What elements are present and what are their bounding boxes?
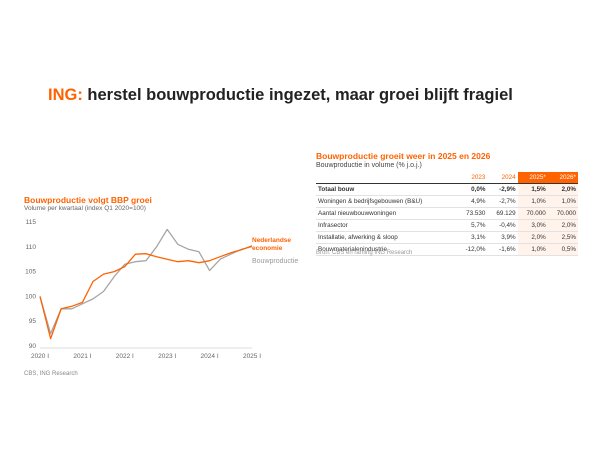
table-row: Aantal nieuwbouwwoningen 73.530 69.129 7…	[316, 207, 578, 220]
cell-value: 1,5%	[517, 183, 548, 196]
header-label	[316, 172, 456, 184]
table-source: Bron: CBS en raming ING Research	[316, 250, 413, 256]
table-header-row: 2023 2024 2025* 2026*	[316, 172, 578, 184]
cell-value: -0,4%	[487, 219, 518, 232]
cell-value: 0,5%	[547, 243, 578, 256]
forecast-table: 2023 2024 2025* 2026* Totaal bouw 0,0% -…	[316, 172, 578, 256]
y-tick-label: 115	[26, 219, 37, 226]
x-tick-label: 2022 I	[116, 353, 134, 360]
series-line-nederlandse-economie	[39, 245, 253, 340]
table-row: Woningen & bedrijfsgebouwen (B&U) 4,9% -…	[316, 195, 578, 208]
cell-value: 70.000	[517, 207, 548, 220]
row-label: Aantal nieuwbouwwoningen	[316, 207, 457, 220]
row-label: Woningen & bedrijfsgebouwen (B&U)	[316, 195, 457, 208]
y-tick-label: 95	[29, 318, 37, 325]
table-title: Bouwproductie groeit weer in 2025 en 202…	[316, 151, 491, 161]
header-2026: 2026*	[547, 172, 578, 184]
y-tick-label: 105	[25, 269, 36, 276]
cell-value: 3,1%	[456, 231, 488, 244]
x-tick-label: 2023 I	[158, 353, 176, 360]
headline-brand: ING:	[48, 86, 83, 104]
cell-value: 70.000	[547, 207, 578, 220]
row-label: Bouwmaterialenindustrie	[316, 243, 457, 256]
line-chart: 90 95 100 105 110 115 2020 I 2021 I 2022 I 2023 I…	[25, 219, 298, 360]
cell-value: -1,6%	[487, 243, 518, 256]
series-line-bouwproductie	[39, 228, 253, 335]
series-label-nederlandse-economie: Nederlandse economie	[252, 237, 291, 252]
cell-value: 2,0%	[547, 183, 578, 196]
chart-title: Bouwproductie volgt BBP groei	[24, 195, 152, 205]
cell-value: 3,9%	[487, 231, 518, 244]
y-tick-label: 100	[25, 293, 36, 300]
cell-value: 1,0%	[517, 195, 548, 208]
header-2024: 2024	[487, 172, 518, 184]
x-tick-label: 2024 I	[201, 353, 219, 360]
table-row: Installatie, afwerking & sloop 3,1% 3,9%…	[316, 231, 578, 244]
table-subtitle: Bouwproductie in volume (% j.o.j.)	[316, 162, 422, 169]
cell-value: 4,9%	[456, 195, 488, 208]
header-2023: 2023	[456, 172, 488, 184]
x-tick-label: 2020 I	[31, 353, 49, 360]
row-label: Installatie, afwerking & sloop	[316, 231, 457, 244]
cell-value: 1,0%	[547, 195, 578, 208]
table-row: Infrasector 5,7% -0,4% 3,0% 2,0%	[316, 219, 578, 232]
cell-value: 2,0%	[547, 219, 578, 232]
table-row: Totaal bouw 0,0% -2,9% 1,5% 2,0%	[316, 183, 578, 196]
header-2025: 2025*	[517, 172, 548, 184]
chart-source: CBS, ING Research	[24, 371, 78, 377]
x-tick-label: 2021 I	[73, 353, 91, 360]
cell-value: 2,5%	[547, 231, 578, 244]
cell-value: -12,0%	[456, 243, 488, 256]
cell-value: 3,0%	[517, 219, 548, 232]
cell-value: 1,0%	[517, 243, 548, 256]
table-row: Bouwmaterialenindustrie -12,0% -1,6% 1,0…	[316, 243, 578, 256]
row-label: Totaal bouw	[316, 183, 457, 196]
cell-value: 73.530	[456, 207, 488, 220]
headline-text: herstel bouwproductie ingezet, maar groe…	[82, 86, 513, 104]
series-label-bouwproductie: Bouwproductie	[252, 258, 298, 265]
cell-value: 2,0%	[517, 231, 548, 244]
x-tick-label: 2025 I	[243, 353, 261, 360]
cell-value: 69.129	[487, 207, 518, 220]
y-tick-label: 110	[26, 244, 37, 251]
y-tick-label: 90	[29, 343, 37, 350]
cell-value: 0,0%	[456, 183, 488, 196]
cell-value: 5,7%	[456, 219, 488, 232]
page-headline: ING: herstel bouwproductie ingezet, maar…	[48, 86, 513, 105]
cell-value: -2,7%	[487, 195, 518, 208]
row-label: Infrasector	[316, 219, 457, 232]
chart-subtitle: Volume per kwartaal (index Q1 2020=100)	[24, 205, 146, 212]
cell-value: -2,9%	[487, 183, 518, 196]
